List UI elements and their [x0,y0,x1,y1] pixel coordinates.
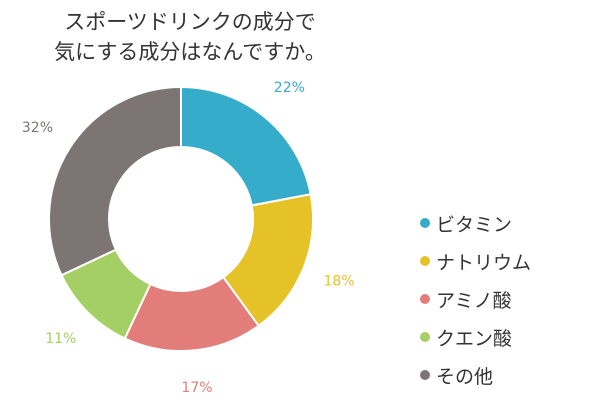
legend-label: ビタミン [436,213,513,236]
legend: ビタミン ナトリウム アミノ酸 クエン酸 その他 [420,204,531,394]
legend-swatch [420,294,430,304]
legend-item-sodium[interactable]: ナトリウム [420,242,531,280]
legend-item-other[interactable]: その他 [420,356,531,394]
slice-vitamin[interactable] [180,85,312,207]
legend-swatch [420,218,430,228]
data-label-other: 32% [22,120,53,136]
legend-label: その他 [436,365,494,388]
legend-label: ナトリウム [436,251,532,274]
legend-label: アミノ酸 [436,289,512,312]
data-label-citric-acid: 11% [45,331,76,347]
legend-label: クエン酸 [436,327,513,350]
slice-other[interactable] [48,85,182,277]
chart-title-line-2: 気にする成分はなんですか。 [54,40,326,64]
legend-item-citric-acid[interactable]: クエン酸 [420,318,531,356]
data-label-sodium: 18% [323,274,354,290]
legend-swatch [420,256,430,266]
chart-title-line-1: スポーツドリンクの成分で [64,10,316,34]
legend-swatch [420,370,430,380]
legend-item-amino-acid[interactable]: アミノ酸 [420,280,531,318]
legend-item-vitamin[interactable]: ビタミン [420,204,531,242]
data-label-vitamin: 22% [274,80,305,96]
legend-swatch [420,332,430,342]
data-label-amino-acid: 17% [181,380,212,396]
